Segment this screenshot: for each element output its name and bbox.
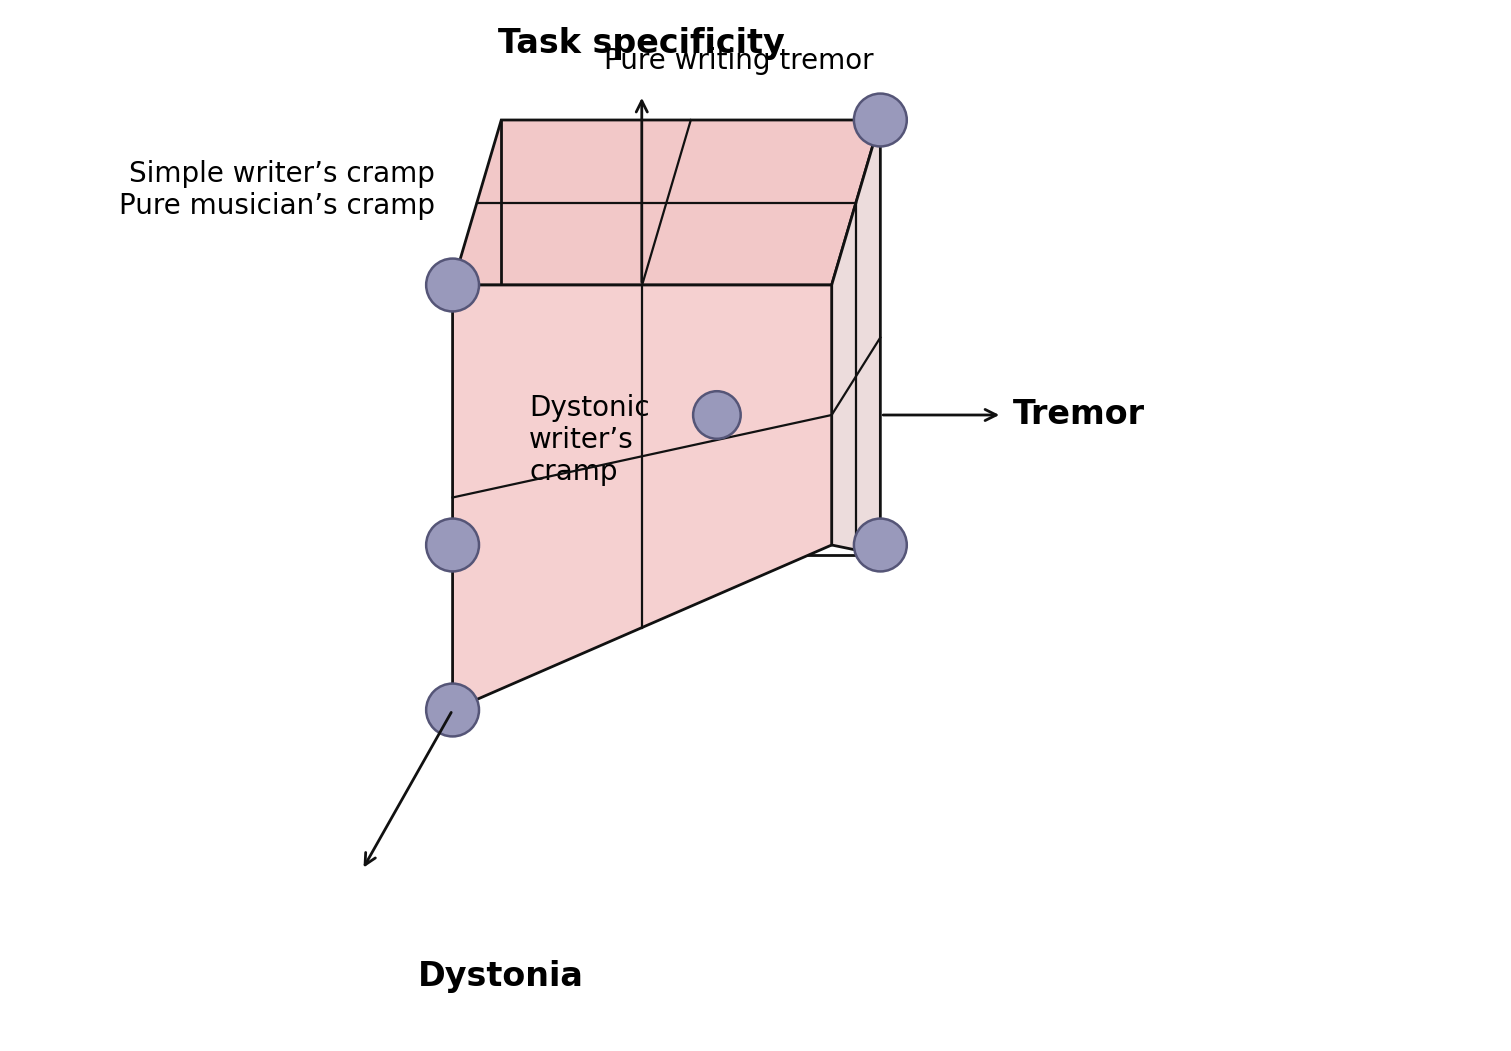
Circle shape: [694, 391, 740, 438]
Text: Dystonic
writer’s
cramp: Dystonic writer’s cramp: [529, 394, 650, 487]
Circle shape: [426, 683, 479, 737]
Polygon shape: [453, 120, 881, 285]
Text: Simple writer’s cramp
Pure musician’s cramp: Simple writer’s cramp Pure musician’s cr…: [119, 160, 435, 220]
Circle shape: [854, 94, 907, 146]
Text: Pure writing tremor: Pure writing tremor: [604, 47, 873, 75]
Circle shape: [426, 518, 479, 572]
Circle shape: [854, 518, 907, 572]
Text: Task specificity: Task specificity: [499, 27, 786, 60]
Polygon shape: [831, 120, 881, 555]
Text: Dystonia: Dystonia: [419, 960, 585, 993]
Text: Tremor: Tremor: [1012, 398, 1144, 432]
Polygon shape: [453, 285, 831, 710]
Circle shape: [426, 259, 479, 311]
